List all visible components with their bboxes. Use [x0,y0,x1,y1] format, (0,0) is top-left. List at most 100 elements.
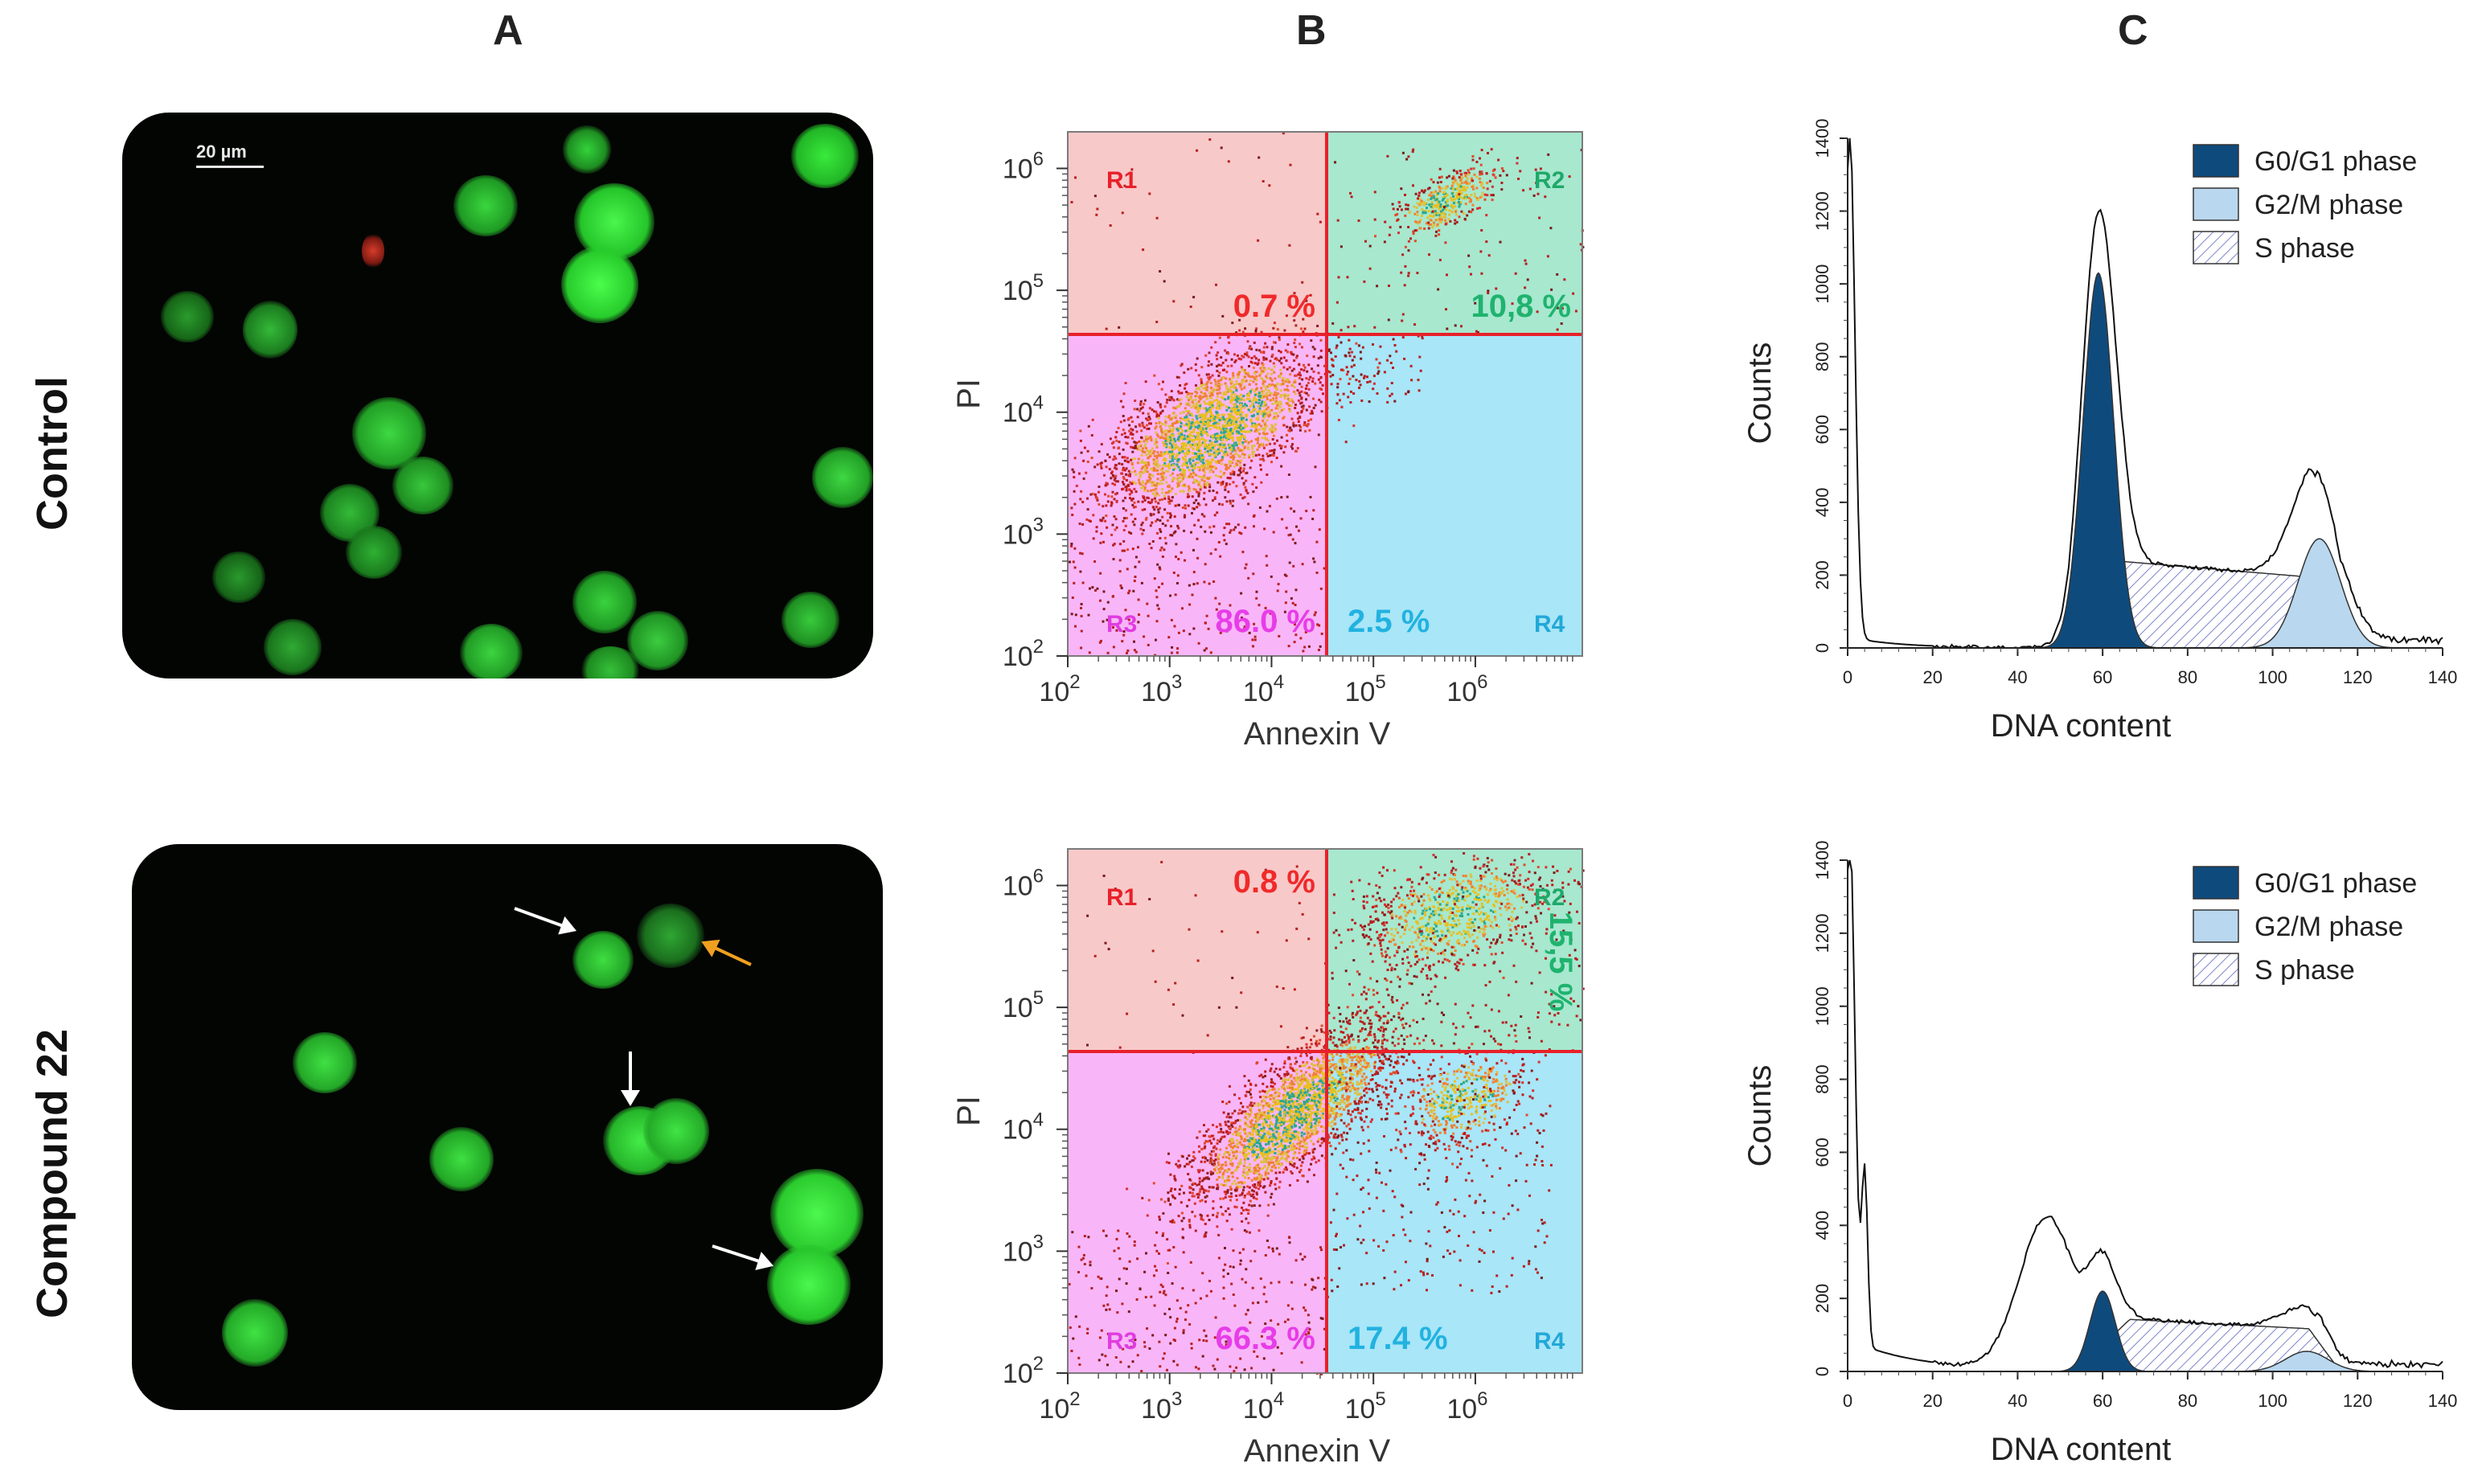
x-tick-label: 80 [2178,1391,2197,1411]
cell [212,551,265,603]
legend-g0g1-label: G0/G1 phase [2254,146,2417,177]
scale-bar: 20 µm [196,141,264,168]
raw-histogram-line [1847,859,2443,1369]
x-axis-label: Annexin V [1244,1433,1391,1469]
y-axis-label: PI [951,1096,987,1126]
y-tick-label: 1000 [1812,264,1832,304]
legend-s-phase-swatch [2193,953,2239,986]
quadrant-label-r4: R4 [1534,611,1565,637]
y-tick-label: 600 [1812,1138,1832,1167]
cell [392,457,453,514]
legend-g2m-swatch [2193,909,2239,943]
quadrant-value-r3: 66.3 % [1215,1321,1315,1356]
quadrant-value-r1: 0.7 % [1233,289,1315,324]
quadrant-label-r4: R4 [1534,1328,1565,1355]
quadrant-label-r1: R1 [1106,167,1137,194]
scatter-dots [1069,132,1585,657]
x-tick-label: 100 [2258,1391,2287,1411]
quadrant-label-r3: R3 [1106,1328,1137,1355]
x-tick-label: 100 [2258,667,2287,687]
y-tick-label: 200 [1812,1284,1832,1314]
cell [222,1299,288,1367]
x-tick-label: 0 [1843,1391,1852,1411]
legend-g2m-label: G2/M phase [2254,190,2403,220]
y-tick-label: 0 [1812,1367,1832,1376]
legend-g0g1-label: G0/G1 phase [2254,868,2417,899]
cell [264,619,322,675]
cell [161,291,214,342]
cell [791,124,859,188]
quadrant-value-r4: 2.5 % [1348,604,1430,639]
quadrant-value-r4: 17.4 % [1348,1321,1448,1356]
cell [460,624,523,678]
quadrant-r2 [1327,132,1582,334]
x-tick-label: 40 [2008,667,2027,687]
legend-g2m-swatch [2193,187,2239,221]
x-tick-label: 120 [2343,667,2373,687]
quadrant-value-r2: 15,5 % [1543,912,1578,1012]
cell [563,125,611,174]
quadrant-r1 [1068,132,1327,334]
y-tick-label: 0 [1812,643,1832,653]
quadrant-label-r1: R1 [1106,884,1137,911]
y-tick-label: 600 [1812,415,1832,445]
cell [782,592,839,648]
cell [643,1098,709,1164]
scatter-dots [1068,852,1585,1375]
x-tick-label: 140 [2428,1391,2458,1411]
quadrant-value-r2: 10,8 % [1471,289,1571,324]
x-tick-label: 140 [2428,667,2458,687]
legend-s-phase-label: S phase [2254,955,2355,986]
y-tick-label: 800 [1812,1064,1832,1094]
scale-label: 20 µm [196,141,247,162]
y-tick-label: 200 [1812,560,1832,590]
legend-s-phase-swatch [2193,231,2239,264]
cell [293,1032,357,1093]
g0g1-phase-area [2051,1290,2154,1372]
legend-g2m-label: G2/M phase [2254,912,2403,942]
quadrant-value-r1: 0.8 % [1233,864,1315,900]
quadrant-label-r3: R3 [1106,611,1137,637]
cell [637,904,704,968]
cell [453,175,518,236]
x-tick-label: 40 [2008,1391,2027,1411]
x-axis-label: DNA content [1991,1432,2172,1467]
cell [812,447,873,508]
y-tick-label: 800 [1812,342,1832,371]
cell [572,571,637,633]
y-tick-label: 1000 [1812,986,1832,1026]
panel-letter-b: B [1296,7,1327,54]
x-tick-label: 105 [1345,1388,1386,1425]
x-tick-label: 60 [2093,1391,2112,1411]
panel-letter-a: A [493,7,523,54]
quadrant-label-r2: R2 [1534,884,1565,911]
x-tick-label: 80 [2178,667,2197,687]
legend-g0g1-swatch [2193,144,2239,178]
cell-red [362,233,384,269]
y-tick-label: 1400 [1812,119,1832,158]
raw-histogram-line [1847,137,2443,650]
y-tick-label: 400 [1812,1211,1832,1240]
x-tick-label: 103 [1141,1388,1182,1425]
cell [243,301,297,359]
x-tick-label: 0 [1843,667,1852,687]
cell [770,1169,864,1259]
y-axis-label: PI [951,379,987,409]
x-axis-label: Annexin V [1244,716,1391,752]
g0g1-phase-area [2036,272,2160,649]
x-axis-label: DNA content [1991,708,2172,744]
quadrant-label-r2: R2 [1534,167,1565,194]
y-tick-label: 1400 [1812,841,1832,880]
panel-letter-c: C [2118,7,2148,54]
micrograph-control: 20 µm [122,113,873,678]
legend-s-phase-label: S phase [2254,233,2355,264]
quadrant-r4 [1327,334,1582,656]
x-tick-label: 60 [2093,667,2112,687]
g2m-phase-area [2234,538,2403,649]
quadrant-value-r3: 86.0 % [1215,604,1315,639]
y-tick-label: 102 [1003,1353,1044,1389]
